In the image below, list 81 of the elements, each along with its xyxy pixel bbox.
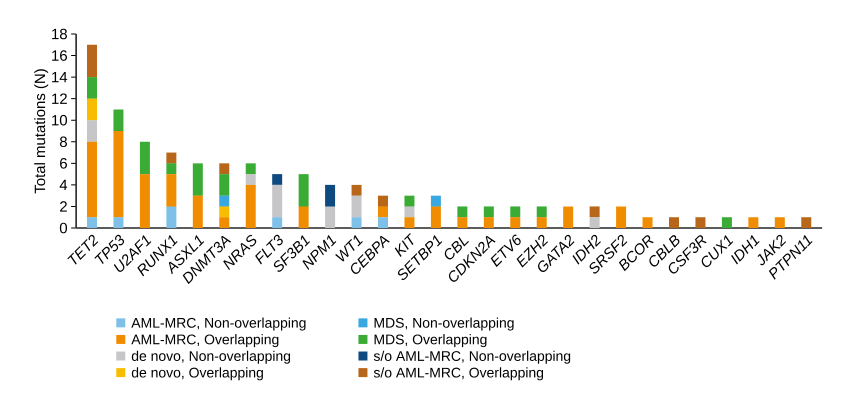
bar xyxy=(140,174,150,228)
y-tick-label: 4 xyxy=(60,180,68,190)
bar xyxy=(166,206,176,228)
bar xyxy=(378,206,388,218)
bar xyxy=(113,217,124,228)
bar xyxy=(404,206,414,218)
y-axis-title: Total mutations (N) xyxy=(34,69,48,194)
y-tick-label: 10 xyxy=(52,114,68,126)
bar xyxy=(457,206,468,218)
bar xyxy=(536,217,547,228)
bar xyxy=(219,174,230,196)
bar xyxy=(87,142,97,218)
legend-label: s/o AML-MRC, Overlapping xyxy=(374,367,544,380)
legend-label: AML-MRC, Overlapping xyxy=(131,334,278,348)
bar xyxy=(272,217,282,228)
bar xyxy=(536,206,547,218)
bar xyxy=(378,196,388,206)
bar xyxy=(590,217,600,228)
legend-label: s/o AML-MRC, Non-overlapping xyxy=(374,350,570,364)
y-tick-label: 18 xyxy=(52,28,67,40)
bar xyxy=(484,206,494,218)
bar xyxy=(430,206,441,228)
legend-label: de novo, Non-overlapping xyxy=(132,350,290,364)
legend-label: AML-MRC, Non-overlapping xyxy=(131,318,306,331)
bar xyxy=(404,196,414,206)
legend-label: de novo, Overlapping xyxy=(132,367,263,380)
bar xyxy=(325,206,336,228)
bar xyxy=(246,163,256,174)
bar xyxy=(325,184,336,206)
bar xyxy=(113,109,124,131)
legend-label: MDS, Non-overlapping xyxy=(374,318,514,331)
bar xyxy=(166,163,176,174)
bar xyxy=(457,217,468,228)
bar xyxy=(219,217,230,228)
bar xyxy=(219,163,230,174)
bar xyxy=(272,174,282,185)
bar xyxy=(510,206,520,218)
bar xyxy=(246,184,256,228)
bar xyxy=(113,130,124,218)
y-tick-label: 16 xyxy=(52,50,67,61)
bar xyxy=(192,163,203,196)
y-tick-label: 14 xyxy=(52,72,68,82)
bar xyxy=(219,196,230,206)
bar xyxy=(272,184,282,218)
legend-label: MDS, Overlapping xyxy=(374,334,486,348)
bar xyxy=(192,196,203,228)
bar xyxy=(378,217,388,228)
bar xyxy=(616,206,626,228)
bar xyxy=(774,217,785,228)
bar xyxy=(430,196,441,206)
bar xyxy=(246,174,256,185)
bar xyxy=(563,206,574,228)
y-tick-label: 6 xyxy=(60,158,67,169)
bar xyxy=(668,217,679,228)
bar xyxy=(695,217,706,228)
bar xyxy=(166,174,176,206)
bar xyxy=(140,142,150,174)
bar xyxy=(722,217,732,228)
bar xyxy=(87,217,97,228)
bar xyxy=(87,98,97,120)
bar xyxy=(484,217,494,228)
bar xyxy=(219,206,230,218)
bar xyxy=(87,120,97,142)
bar xyxy=(404,217,414,228)
bar xyxy=(166,152,176,164)
bar xyxy=(298,206,309,228)
bar xyxy=(748,217,758,228)
y-tick-label: 2 xyxy=(60,201,67,212)
bar xyxy=(801,217,812,228)
bar xyxy=(352,217,362,228)
y-tick-label: 0 xyxy=(60,222,68,234)
bar xyxy=(87,77,97,99)
y-tick-label: 12 xyxy=(52,93,67,104)
bar xyxy=(352,184,362,196)
bar xyxy=(642,217,653,228)
bar xyxy=(87,44,97,78)
bar xyxy=(298,174,309,206)
bar xyxy=(510,217,520,228)
bar xyxy=(352,196,362,218)
y-tick-label: 8 xyxy=(60,136,67,148)
bar xyxy=(590,206,600,218)
